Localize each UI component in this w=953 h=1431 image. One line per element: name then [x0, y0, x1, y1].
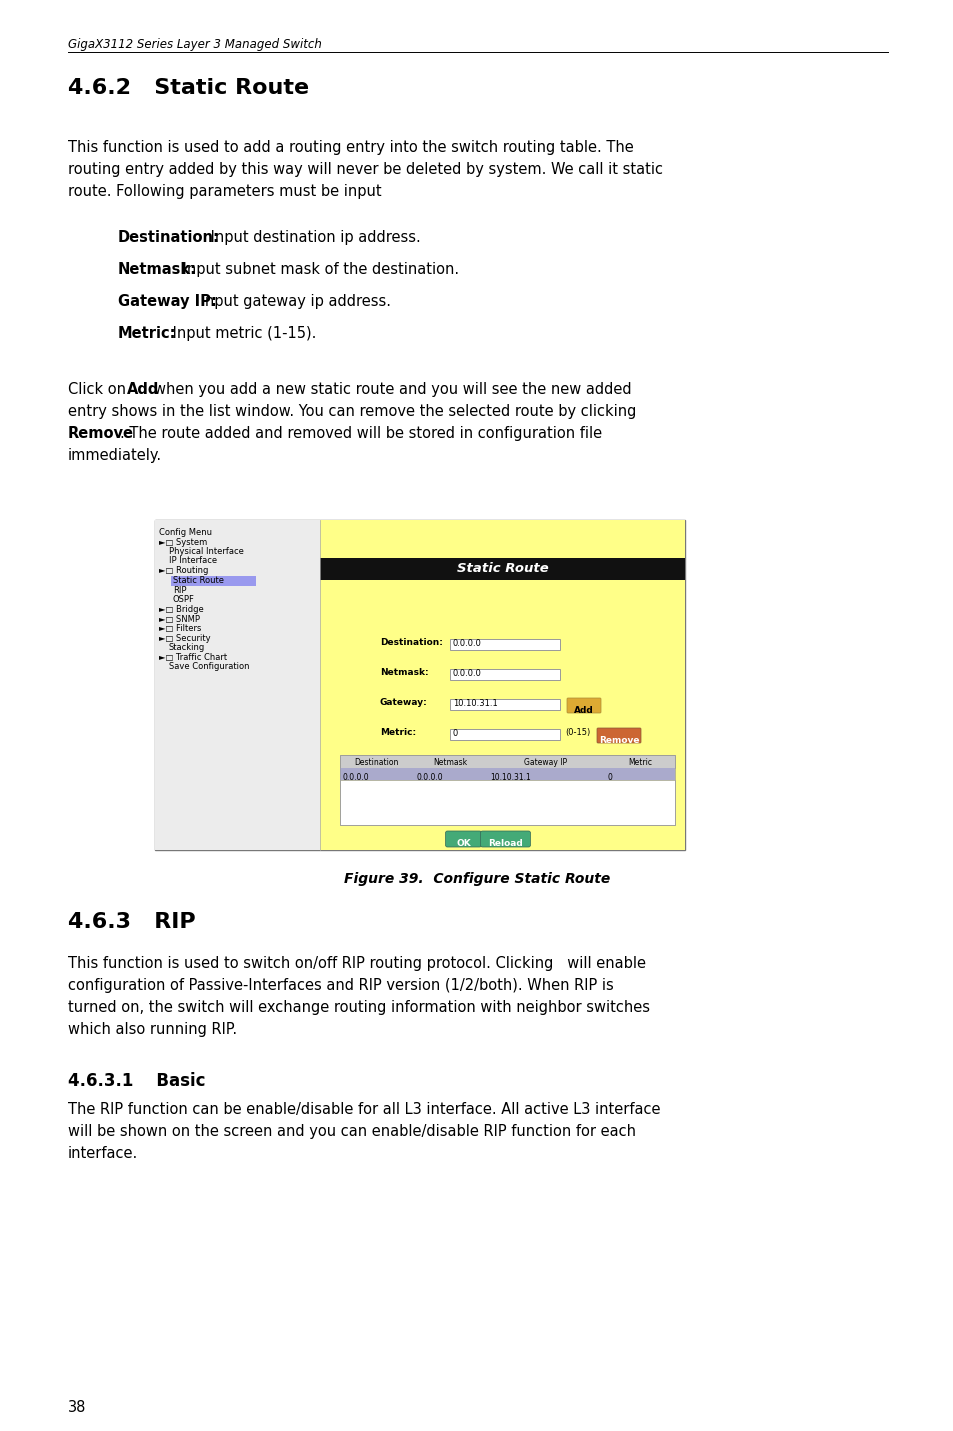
Text: Gateway IP: Gateway IP	[524, 758, 567, 767]
Bar	[339, 756, 675, 768]
Text: Remove: Remove	[598, 736, 639, 746]
Text: Stacking: Stacking	[169, 643, 205, 653]
Text: 0.0.0.0: 0.0.0.0	[453, 670, 481, 678]
Bar	[450, 640, 559, 650]
Text: 0.0.0.0: 0.0.0.0	[453, 640, 481, 648]
Text: Destination:: Destination:	[379, 638, 442, 647]
Text: IP Interface: IP Interface	[169, 557, 217, 565]
Text: OK: OK	[456, 839, 471, 849]
Text: Input metric (1-15).: Input metric (1-15).	[168, 326, 316, 341]
Text: when you add a new static route and you will see the new added: when you add a new static route and you …	[153, 382, 631, 396]
Text: This function is used to switch on/off RIP routing protocol. Clicking   will ena: This function is used to switch on/off R…	[68, 956, 645, 972]
Text: Netmask:: Netmask:	[118, 262, 196, 278]
Text: ►□ Traffic Chart: ►□ Traffic Chart	[159, 653, 227, 663]
Bar	[450, 728, 559, 740]
Bar	[339, 756, 675, 826]
Text: OSPF: OSPF	[172, 595, 194, 604]
Text: Netmask: Netmask	[433, 758, 467, 767]
Text: route. Following parameters must be input: route. Following parameters must be inpu…	[68, 185, 381, 199]
Text: Netmask:: Netmask:	[379, 668, 428, 677]
FancyBboxPatch shape	[480, 831, 530, 847]
Text: 4.6.2   Static Route: 4.6.2 Static Route	[68, 79, 309, 97]
Text: 0: 0	[453, 728, 457, 738]
Text: RIP: RIP	[172, 587, 186, 595]
Text: Input subnet mask of the destination.: Input subnet mask of the destination.	[178, 262, 458, 278]
Text: ►□ Bridge: ►□ Bridge	[159, 605, 204, 614]
Text: Gateway:: Gateway:	[379, 698, 427, 707]
Text: Gateway IP:: Gateway IP:	[118, 293, 216, 309]
Text: Static Route: Static Route	[456, 562, 548, 575]
Bar	[319, 558, 684, 580]
FancyBboxPatch shape	[597, 728, 640, 743]
Text: Metric: Metric	[627, 758, 651, 767]
Text: Add: Add	[574, 705, 594, 716]
Text: Destination: Destination	[355, 758, 398, 767]
Text: Save Configuration: Save Configuration	[169, 663, 250, 671]
Text: ►□ Routing: ►□ Routing	[159, 567, 208, 575]
Text: Reload: Reload	[488, 839, 522, 849]
Text: Add: Add	[127, 382, 159, 396]
Text: Remove: Remove	[68, 426, 133, 441]
Text: routing entry added by this way will never be deleted by system. We call it stat: routing entry added by this way will nev…	[68, 162, 662, 177]
Bar	[319, 519, 684, 850]
Text: 0: 0	[607, 774, 612, 783]
Text: will be shown on the screen and you can enable/disable RIP function for each: will be shown on the screen and you can …	[68, 1123, 636, 1139]
Text: Destination:: Destination:	[118, 230, 219, 245]
Text: 0.0.0.0: 0.0.0.0	[416, 774, 443, 783]
Text: . The route added and removed will be stored in configuration file: . The route added and removed will be st…	[120, 426, 601, 441]
Text: Config Menu: Config Menu	[159, 528, 212, 537]
Text: Static Route: Static Route	[172, 577, 224, 585]
Text: which also running RIP.: which also running RIP.	[68, 1022, 237, 1037]
Text: Input gateway ip address.: Input gateway ip address.	[195, 293, 391, 309]
Text: 38: 38	[68, 1400, 87, 1415]
Text: 0.0.0.0: 0.0.0.0	[343, 774, 369, 783]
Text: ►□ Security: ►□ Security	[159, 634, 211, 643]
Bar	[171, 577, 255, 587]
Text: ►□ System: ►□ System	[159, 538, 207, 547]
FancyBboxPatch shape	[566, 698, 600, 713]
Bar	[154, 519, 319, 850]
Text: Figure 39.  Configure Static Route: Figure 39. Configure Static Route	[343, 871, 610, 886]
Text: ►□ Filters: ►□ Filters	[159, 624, 201, 633]
Text: Metric:: Metric:	[118, 326, 176, 341]
Text: ►□ SNMP: ►□ SNMP	[159, 615, 200, 624]
Text: turned on, the switch will exchange routing information with neighbor switches: turned on, the switch will exchange rout…	[68, 1000, 649, 1015]
Text: (0-15): (0-15)	[564, 728, 590, 737]
Text: Input destination ip address.: Input destination ip address.	[206, 230, 420, 245]
Text: 4.6.3.1    Basic: 4.6.3.1 Basic	[68, 1072, 205, 1090]
Text: interface.: interface.	[68, 1146, 138, 1161]
FancyBboxPatch shape	[445, 831, 481, 847]
Text: Metric:: Metric:	[379, 728, 416, 737]
Text: 4.6.3   RIP: 4.6.3 RIP	[68, 912, 195, 932]
Text: This function is used to add a routing entry into the switch routing table. The: This function is used to add a routing e…	[68, 140, 633, 155]
Text: Click on: Click on	[68, 382, 131, 396]
Bar	[450, 670, 559, 680]
Text: immediately.: immediately.	[68, 448, 162, 464]
Text: 10.10.31.1: 10.10.31.1	[490, 774, 531, 783]
Text: configuration of Passive-Interfaces and RIP version (1/2/both). When RIP is: configuration of Passive-Interfaces and …	[68, 977, 613, 993]
Bar	[154, 519, 684, 850]
Text: entry shows in the list window. You can remove the selected route by clicking: entry shows in the list window. You can …	[68, 404, 636, 419]
Bar	[339, 780, 675, 826]
Bar	[450, 698, 559, 710]
Text: Physical Interface: Physical Interface	[169, 547, 244, 557]
Text: GigaX3112 Series Layer 3 Managed Switch: GigaX3112 Series Layer 3 Managed Switch	[68, 39, 321, 52]
Bar	[339, 768, 675, 780]
Text: The RIP function can be enable/disable for all L3 interface. All active L3 inter: The RIP function can be enable/disable f…	[68, 1102, 659, 1118]
Text: 10.10.31.1: 10.10.31.1	[453, 698, 497, 708]
